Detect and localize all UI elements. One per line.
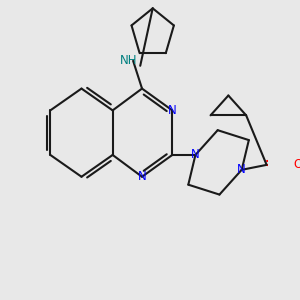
Text: N: N: [191, 148, 200, 161]
Text: N: N: [168, 104, 177, 117]
Text: N: N: [138, 170, 146, 183]
Text: NH: NH: [120, 54, 137, 67]
Text: N: N: [237, 163, 246, 176]
Text: O: O: [293, 158, 300, 171]
